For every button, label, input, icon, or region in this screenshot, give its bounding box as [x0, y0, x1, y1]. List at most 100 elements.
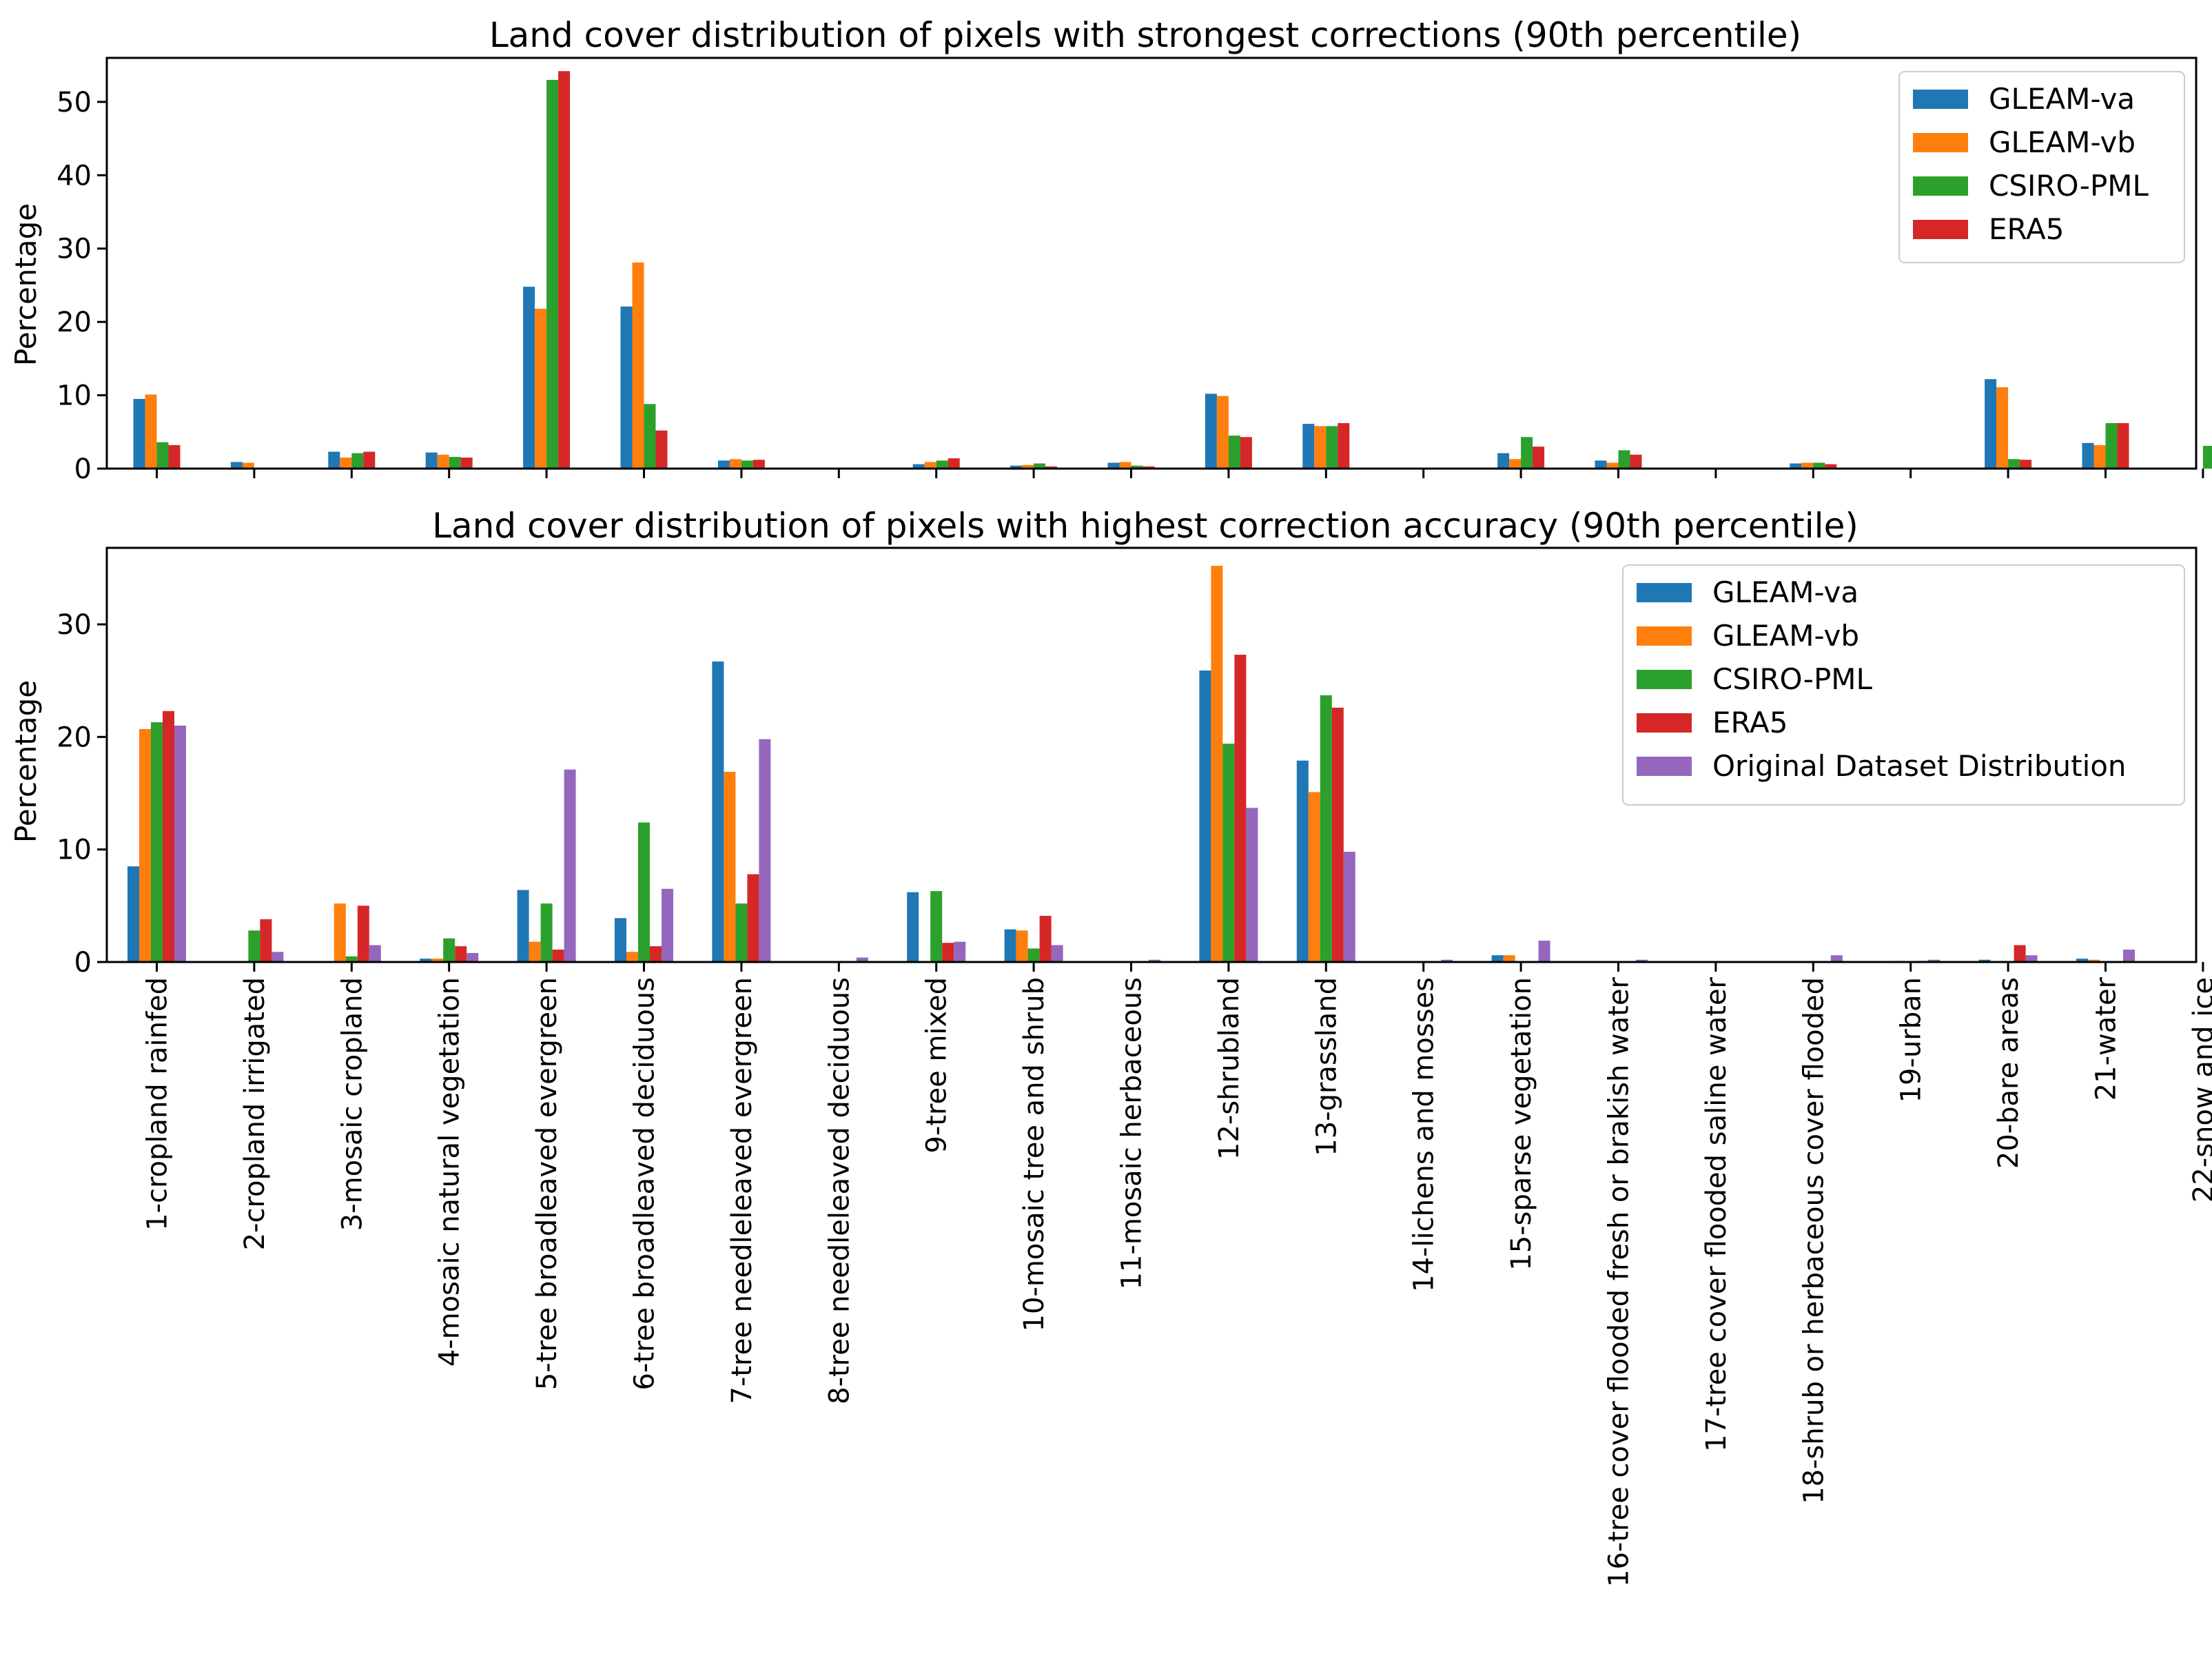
x-tick-label-17-tree-cover-flooded-saline-water: 17-tree cover flooded saline water — [1701, 976, 1732, 1451]
bar-gleam-vb-1-cropland-rainfed — [139, 728, 151, 962]
x-tick-label-5-tree-broadleaved-evergreen: 5-tree broadleaved evergreen — [531, 977, 563, 1390]
bar-era5-9-tree-mixed — [942, 943, 954, 962]
bar-original-dataset-distribution-19-urban — [1928, 959, 1940, 962]
bar-gleam-va-5-tree-broadleaved-evergreen — [517, 890, 529, 962]
bar-gleam-va-16-tree-cover-flooded-fresh-or-brakish-water — [1595, 460, 1607, 469]
bar-csiro-pml-12-shrubland — [1222, 744, 1235, 962]
bar-era5-18-shrub-or-herbaceous-cover-flooded — [1825, 464, 1837, 469]
y-tick-label: 0 — [74, 453, 92, 485]
x-tick-label-13-grassland: 13-grassland — [1311, 977, 1342, 1156]
x-tick-label-16-tree-cover-flooded-fresh-or-brakish-water: 16-tree cover flooded fresh or brakish w… — [1604, 976, 1635, 1587]
bar-original-dataset-distribution-6-tree-broadleaved-deciduous — [662, 888, 673, 962]
bar-era5-16-tree-cover-flooded-fresh-or-brakish-water — [1630, 454, 1642, 469]
bar-era5-7-tree-needleleaved-evergreen — [752, 460, 765, 469]
y-axis-ticks: 0 10 20 30 — [57, 609, 107, 979]
bar-gleam-vb-5-tree-broadleaved-evergreen — [535, 309, 547, 469]
bar-era5-2-cropland-irrigated — [260, 919, 272, 962]
bar-gleam-va-10-mosaic-tree-and-shrub — [1010, 465, 1023, 469]
bar-gleam-va-20-bare-areas — [1985, 379, 1997, 469]
chart-title: Land cover distribution of pixels with s… — [489, 15, 1801, 55]
bar-gleam-vb-12-shrubland — [1211, 566, 1223, 962]
bar-era5-13-grassland — [1338, 423, 1350, 469]
bar-original-dataset-distribution-9-tree-mixed — [954, 941, 966, 962]
bar-gleam-vb-20-bare-areas — [1996, 387, 2009, 469]
bar-era5-13-grassland — [1331, 707, 1344, 962]
bar-era5-3-mosaic-cropland — [363, 451, 376, 469]
bar-gleam-vb-10-mosaic-tree-and-shrub — [1016, 930, 1028, 962]
bar-gleam-va-7-tree-needleleaved-evergreen — [712, 661, 724, 962]
bar-era5-20-bare-areas — [2014, 945, 2026, 962]
bar-era5-6-tree-broadleaved-deciduous — [655, 430, 668, 469]
bar-gleam-vb-15-sparse-vegetation — [1503, 955, 1515, 962]
bar-era5-4-mosaic-natural-vegetation — [455, 946, 467, 962]
x-tick-label-12-shrubland: 12-shrubland — [1213, 977, 1245, 1160]
bar-original-dataset-distribution-8-tree-needleleaved-deciduous — [856, 957, 868, 962]
plot-frame — [105, 57, 2198, 470]
bar-gleam-vb-13-grassland — [1314, 426, 1327, 469]
bar-gleam-va-13-grassland — [1302, 424, 1315, 469]
bar-csiro-pml-6-tree-broadleaved-deciduous — [638, 822, 650, 962]
x-tick-label-4-mosaic-natural-vegetation: 4-mosaic natural vegetation — [434, 977, 466, 1367]
bar-era5-6-tree-broadleaved-deciduous — [650, 946, 662, 962]
bar-csiro-pml-18-shrub-or-herbaceous-cover-flooded — [1813, 462, 1825, 469]
y-tick-label: 30 — [57, 609, 92, 641]
bar-era5-10-mosaic-tree-and-shrub — [1039, 916, 1052, 962]
y-tick-label: 10 — [57, 380, 92, 412]
legend-label-era5: ERA5 — [1989, 212, 2064, 246]
y-tick-label: 40 — [57, 160, 92, 192]
bar-gleam-vb-5-tree-broadleaved-evergreen — [529, 941, 541, 962]
bar-gleam-va-18-shrub-or-herbaceous-cover-flooded — [1790, 463, 1802, 469]
bar-gleam-va-3-mosaic-cropland — [328, 451, 340, 469]
bar-era5-3-mosaic-cropland — [357, 905, 369, 962]
bar-gleam-va-10-mosaic-tree-and-shrub — [1004, 929, 1016, 962]
bar-era5-4-mosaic-natural-vegetation — [460, 458, 473, 469]
bar-gleam-va-4-mosaic-natural-vegetation — [420, 959, 432, 962]
bar-csiro-pml-11-mosaic-herbaceous — [1131, 465, 1143, 469]
bar-gleam-vb-18-shrub-or-herbaceous-cover-flooded — [1801, 462, 1814, 469]
bar-era5-21-water — [2117, 423, 2129, 469]
x-tick-label-10-mosaic-tree-and-shrub: 10-mosaic tree and shrub — [1018, 977, 1050, 1331]
legend-swatch-gleam-vb — [1637, 626, 1692, 646]
x-tick-label-1-cropland-rainfed: 1-cropland rainfed — [142, 977, 174, 1231]
bar-original-dataset-distribution-18-shrub-or-herbaceous-cover-flooded — [1830, 955, 1843, 962]
bar-original-dataset-distribution-14-lichens-and-mosses — [1441, 959, 1453, 962]
bar-csiro-pml-22-snow-and-ice — [2202, 446, 2212, 469]
bar-gleam-vb-13-grassland — [1308, 792, 1320, 962]
bar-csiro-pml-15-sparse-vegetation — [1521, 437, 1533, 469]
bar-gleam-vb-3-mosaic-cropland — [340, 458, 352, 469]
bar-original-dataset-distribution-10-mosaic-tree-and-shrub — [1051, 945, 1063, 962]
y-axis-label: Percentage — [9, 203, 43, 366]
bar-era5-7-tree-needleleaved-evergreen — [747, 874, 759, 962]
legend-swatch-era5 — [1913, 220, 1968, 239]
bar-era5-5-tree-broadleaved-evergreen — [558, 71, 571, 469]
bar-csiro-pml-20-bare-areas — [2008, 459, 2020, 469]
bar-gleam-va-12-shrubland — [1205, 393, 1217, 469]
y-tick-label: 0 — [74, 947, 92, 979]
bar-gleam-vb-11-mosaic-herbaceous — [1119, 462, 1131, 469]
bar-csiro-pml-10-mosaic-tree-and-shrub — [1034, 463, 1046, 469]
bar-gleam-vb-12-shrubland — [1216, 396, 1229, 469]
bar-gleam-vb-1-cropland-rainfed — [145, 394, 157, 469]
bar-gleam-vb-15-sparse-vegetation — [1509, 459, 1522, 469]
bar-gleam-vb-6-tree-broadleaved-deciduous — [632, 262, 644, 469]
legend-box — [1622, 564, 2185, 806]
x-tick-label-7-tree-needleleaved-evergreen: 7-tree needleleaved evergreen — [726, 977, 758, 1404]
bar-gleam-va-6-tree-broadleaved-deciduous — [615, 918, 626, 962]
bar-csiro-pml-5-tree-broadleaved-evergreen — [540, 903, 553, 962]
legend-label-gleam-va: GLEAM-va — [1712, 575, 1858, 609]
bar-csiro-pml-9-tree-mixed — [936, 460, 948, 469]
legend-label-csiro-pml: CSIRO-PML — [1989, 169, 2149, 203]
bar-csiro-pml-1-cropland-rainfed — [151, 722, 163, 962]
bar-gleam-vb-6-tree-broadleaved-deciduous — [626, 952, 638, 962]
bar-era5-15-sparse-vegetation — [1533, 447, 1545, 469]
bar-era5-12-shrubland — [1234, 655, 1247, 962]
bar-csiro-pml-3-mosaic-cropland — [351, 453, 364, 469]
bar-gleam-va-6-tree-broadleaved-deciduous — [620, 306, 633, 469]
y-tick-label: 50 — [57, 87, 92, 119]
bar-csiro-pml-3-mosaic-cropland — [345, 956, 358, 962]
y-tick-label: 20 — [57, 722, 92, 753]
bar-group — [127, 566, 2204, 972]
legend-label-gleam-va: GLEAM-va — [1989, 82, 2135, 116]
y-axis-label: Percentage — [9, 680, 43, 843]
